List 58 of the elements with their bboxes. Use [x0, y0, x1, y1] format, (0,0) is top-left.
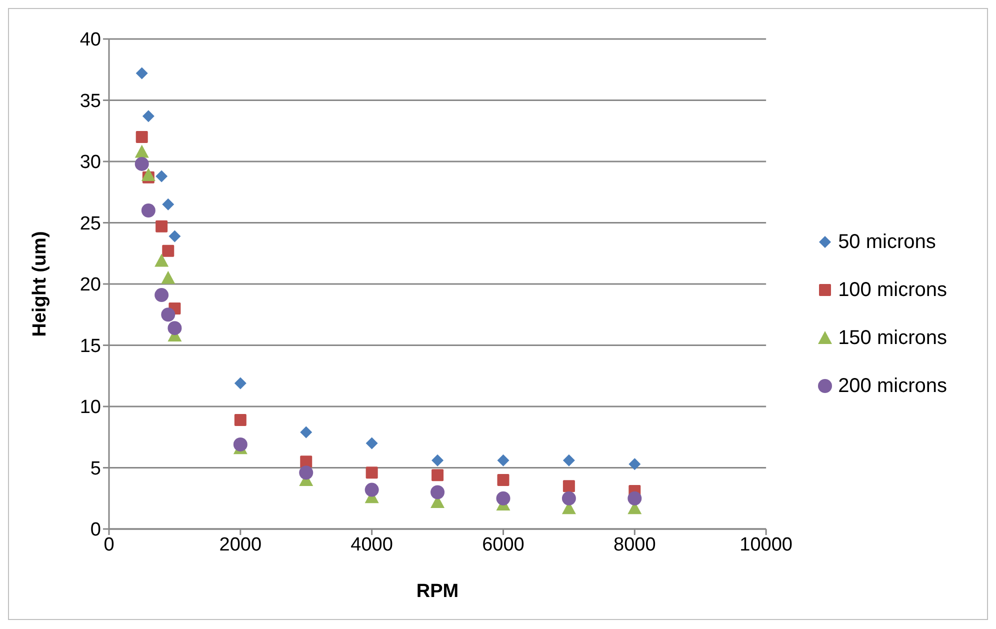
point	[562, 491, 576, 506]
point	[154, 288, 169, 302]
point	[299, 466, 314, 480]
point	[168, 321, 182, 336]
point	[300, 456, 312, 468]
y-tick-label: 0	[90, 520, 101, 541]
point	[161, 308, 176, 322]
point	[162, 244, 174, 257]
legend-label: 100 microns	[838, 278, 947, 303]
point	[136, 67, 148, 80]
point	[234, 377, 246, 390]
legend-label: 150 microns	[838, 326, 947, 351]
point	[233, 437, 248, 452]
point	[432, 454, 444, 466]
x-tick-label: 8000	[614, 534, 656, 556]
point	[141, 204, 156, 218]
x-axis-title: RPM	[416, 581, 459, 602]
point	[300, 426, 312, 438]
point	[156, 220, 168, 232]
point	[497, 454, 510, 466]
point	[234, 414, 246, 426]
y-axis-title: Height (um)	[30, 231, 51, 337]
y-tick-label: 40	[80, 30, 101, 51]
point	[562, 454, 575, 466]
point	[628, 491, 642, 506]
x-tick-label: 4000	[350, 534, 393, 556]
point	[496, 491, 510, 506]
point	[562, 480, 575, 492]
x-tick-label: 0	[104, 534, 114, 556]
y-tick-label: 10	[80, 397, 101, 418]
y-tick-label: 20	[80, 274, 101, 296]
point	[156, 170, 168, 182]
point	[162, 198, 174, 210]
point	[364, 482, 379, 497]
point	[497, 474, 510, 486]
point	[134, 144, 149, 158]
point	[134, 156, 149, 171]
x-tick-label: 10000	[740, 534, 792, 556]
point	[430, 485, 445, 500]
point	[142, 110, 154, 122]
point	[136, 131, 148, 143]
point	[141, 168, 156, 181]
point	[168, 230, 181, 242]
point	[154, 254, 169, 267]
legend-label: 50 microns	[838, 230, 936, 255]
legend-label: 200 microns	[838, 374, 947, 399]
y-tick-label: 30	[80, 152, 101, 174]
point	[628, 458, 641, 470]
y-tick-label: 35	[80, 90, 101, 112]
y-tick-label: 25	[80, 213, 101, 234]
point	[161, 270, 176, 284]
x-tick-label: 6000	[482, 534, 524, 556]
x-tick-label: 2000	[219, 534, 262, 556]
point	[432, 469, 444, 482]
y-tick-label: 15	[80, 336, 101, 357]
point	[366, 437, 378, 450]
y-tick-label: 5	[90, 458, 101, 480]
point	[366, 466, 378, 479]
